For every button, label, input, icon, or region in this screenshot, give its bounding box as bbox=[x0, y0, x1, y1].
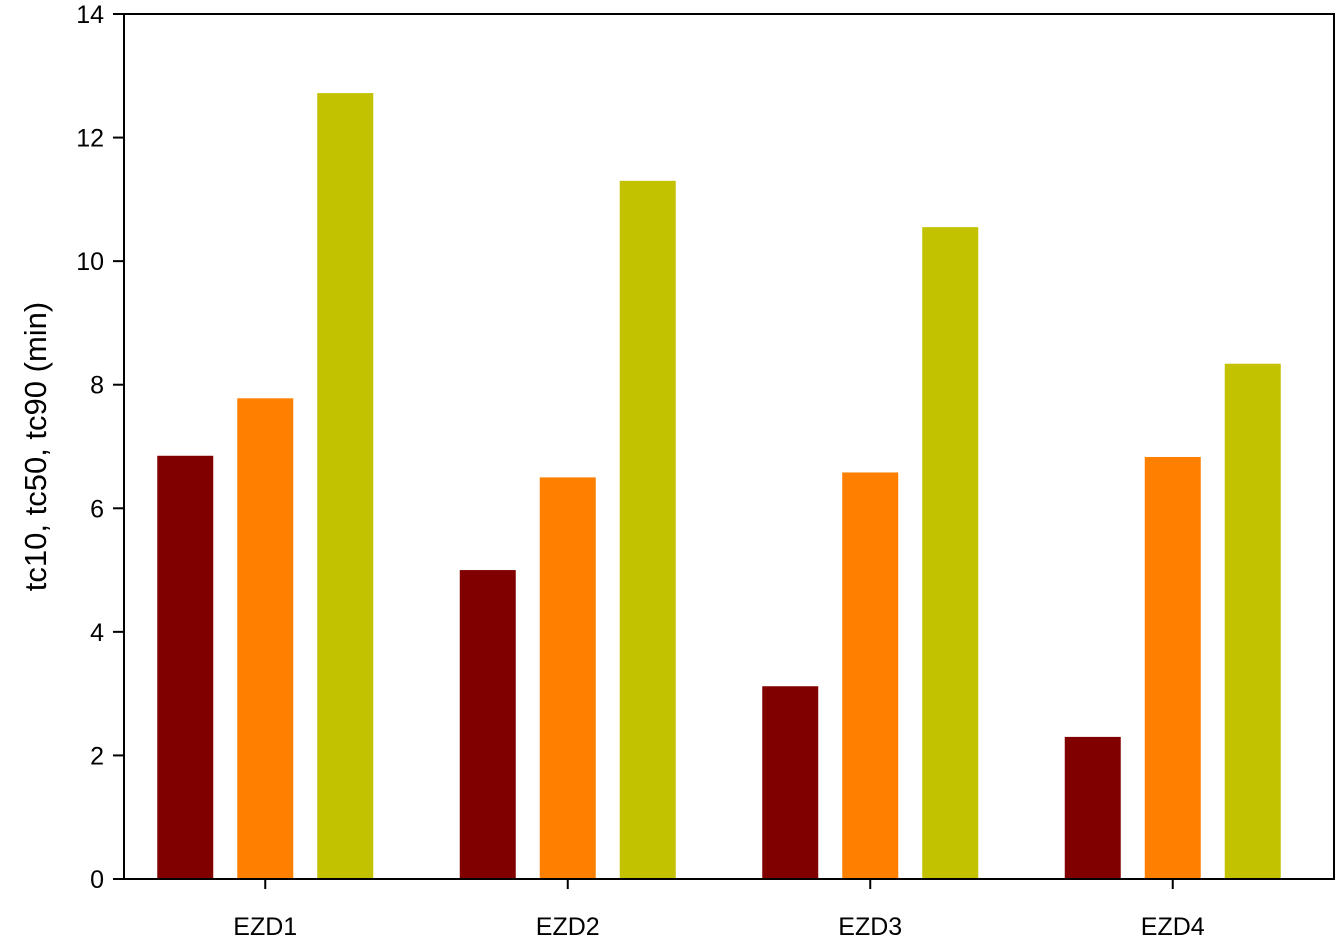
bar-ezd3-series-1 bbox=[762, 686, 819, 879]
y-axis-ticks: 0 2 4 6 8 10 12 14 bbox=[76, 1, 124, 894]
y-tick-label: 6 bbox=[90, 495, 104, 523]
y-tick-label: 0 bbox=[90, 866, 104, 894]
x-tick-label-ezd4: EZD4 bbox=[1141, 913, 1205, 939]
bar-ezd1-series-3 bbox=[317, 93, 374, 880]
x-axis-ticks: EZD1 EZD2 EZD3 EZD4 bbox=[233, 879, 1205, 939]
x-tick-label-ezd1: EZD1 bbox=[233, 913, 297, 939]
bar-ezd2-series-2 bbox=[539, 477, 596, 879]
y-tick-label: 12 bbox=[76, 125, 104, 153]
bar-ezd1-series-2 bbox=[237, 398, 294, 879]
bar-ezd2-series-1 bbox=[459, 570, 516, 879]
bar-ezd1-series-1 bbox=[157, 455, 214, 879]
bar-ezd3-series-3 bbox=[922, 227, 979, 880]
y-tick-label: 10 bbox=[76, 248, 104, 276]
bar-ezd4-series-3 bbox=[1224, 363, 1281, 879]
y-tick-label: 2 bbox=[90, 742, 104, 770]
x-tick-label-ezd3: EZD3 bbox=[838, 913, 902, 939]
bar-ezd2-series-3 bbox=[619, 180, 676, 880]
bars-group bbox=[157, 93, 1281, 880]
y-tick-label: 14 bbox=[76, 1, 104, 29]
bar-ezd4-series-1 bbox=[1064, 736, 1121, 879]
y-tick-label: 8 bbox=[90, 372, 104, 400]
y-axis-title: tc10, tc50, tc90 (min) bbox=[18, 302, 53, 591]
y-tick-label: 4 bbox=[90, 619, 104, 647]
bar-ezd3-series-2 bbox=[842, 472, 899, 879]
plot-frame bbox=[123, 13, 1335, 880]
bar-ezd4-series-2 bbox=[1144, 457, 1201, 879]
x-tick-label-ezd2: EZD2 bbox=[536, 913, 600, 939]
